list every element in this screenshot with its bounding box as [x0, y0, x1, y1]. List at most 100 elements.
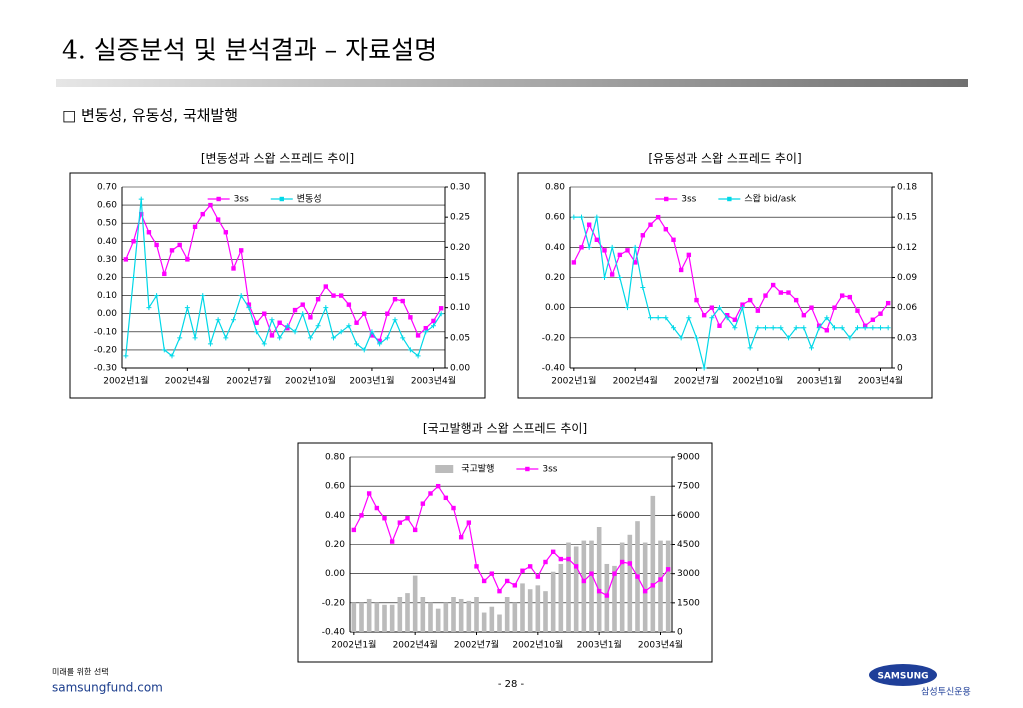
point-marker: [261, 341, 267, 347]
point-marker: [619, 559, 625, 565]
point-marker: [847, 335, 853, 341]
y-tick-label: 0.60: [97, 201, 117, 211]
point-marker: [177, 242, 182, 248]
y2-tick-label: 0.25: [450, 213, 470, 223]
bar: [435, 608, 441, 632]
point-marker: [215, 217, 221, 222]
point-marker: [586, 244, 592, 250]
point-marker: [604, 593, 610, 598]
point-marker: [724, 315, 730, 321]
point-marker: [169, 353, 175, 359]
bar: [351, 602, 357, 632]
point-marker: [747, 345, 753, 351]
bar: [665, 540, 671, 632]
y-tick-label: -0.40: [542, 364, 566, 374]
point-marker: [571, 260, 577, 265]
bar: [596, 527, 602, 632]
bar: [458, 598, 464, 632]
point-marker: [207, 341, 213, 347]
legend-label: 3ss: [681, 195, 696, 205]
bar: [420, 597, 426, 632]
point-marker: [351, 527, 357, 533]
y2-tick-label: 0.10: [450, 303, 470, 313]
point-marker: [658, 577, 663, 582]
point-marker: [678, 335, 684, 341]
point-marker: [389, 539, 395, 544]
y-tick-label: 0.20: [97, 273, 117, 283]
point-marker: [192, 224, 198, 230]
bar: [412, 575, 418, 632]
point-marker: [602, 275, 607, 280]
point-marker: [161, 347, 167, 353]
point-marker: [408, 315, 413, 320]
point-marker: [346, 302, 352, 307]
y2-tick-label: 0.12: [897, 243, 917, 253]
point-marker: [678, 267, 684, 273]
y2-tick-label: 3000: [677, 569, 700, 579]
point-marker: [870, 317, 876, 322]
point-marker: [246, 305, 252, 311]
point-marker: [635, 574, 640, 579]
point-marker: [239, 248, 244, 253]
bar: [589, 540, 594, 632]
point-marker: [686, 252, 692, 258]
point-marker: [374, 505, 380, 511]
point-marker: [586, 222, 592, 227]
point-marker: [308, 315, 313, 320]
point-marker: [162, 271, 167, 277]
y-tick-label: 0.20: [545, 273, 565, 283]
point-marker: [809, 345, 814, 351]
series-line: [125, 199, 442, 357]
y-tick-label: 0.00: [545, 303, 565, 313]
legend-swatch: [216, 196, 221, 202]
point-marker: [323, 305, 329, 311]
y-tick-label: 0.70: [97, 183, 117, 193]
point-marker: [415, 333, 421, 338]
point-marker: [596, 588, 602, 594]
bar: [428, 602, 433, 632]
point-marker: [594, 214, 600, 220]
bar: [604, 563, 610, 632]
point-marker: [885, 300, 891, 306]
y-tick-label: 0.60: [325, 482, 345, 492]
legend-swatch: [525, 466, 530, 472]
point-marker: [123, 353, 129, 359]
y-tick-label: 0.20: [325, 540, 345, 550]
point-marker: [655, 214, 661, 220]
point-marker: [632, 244, 638, 250]
point-marker: [786, 335, 791, 341]
point-marker: [640, 285, 646, 291]
point-marker: [504, 578, 510, 584]
point-marker: [154, 242, 159, 248]
y2-tick-label: 1500: [677, 598, 700, 608]
point-marker: [717, 305, 722, 311]
x-tick-label: 2003년4월: [638, 639, 683, 651]
legend-label: 스왑 bid/ask: [744, 194, 797, 205]
y-tick-label: 0.80: [545, 183, 565, 193]
point-marker: [131, 275, 137, 280]
point-marker: [192, 335, 198, 341]
point-marker: [878, 311, 883, 316]
legend-swatch: [279, 196, 284, 202]
point-marker: [855, 308, 860, 313]
point-marker: [200, 293, 206, 299]
point-marker: [254, 329, 260, 335]
point-marker: [139, 211, 144, 217]
bar: [520, 583, 525, 632]
point-marker: [284, 323, 290, 329]
point-marker: [451, 505, 456, 511]
point-marker: [435, 483, 441, 489]
bar: [612, 565, 617, 632]
bar: [619, 542, 625, 632]
point-marker: [300, 302, 305, 307]
point-marker: [354, 341, 360, 347]
y2-tick-label: 0.15: [450, 273, 470, 283]
bar: [489, 606, 495, 632]
x-tick-label: 2002년10월: [512, 639, 563, 651]
point-marker: [458, 535, 464, 540]
point-marker: [359, 513, 364, 518]
y-tick-label: 0.80: [325, 453, 345, 463]
point-marker: [617, 252, 623, 258]
point-marker: [632, 260, 638, 265]
point-marker: [338, 293, 344, 298]
